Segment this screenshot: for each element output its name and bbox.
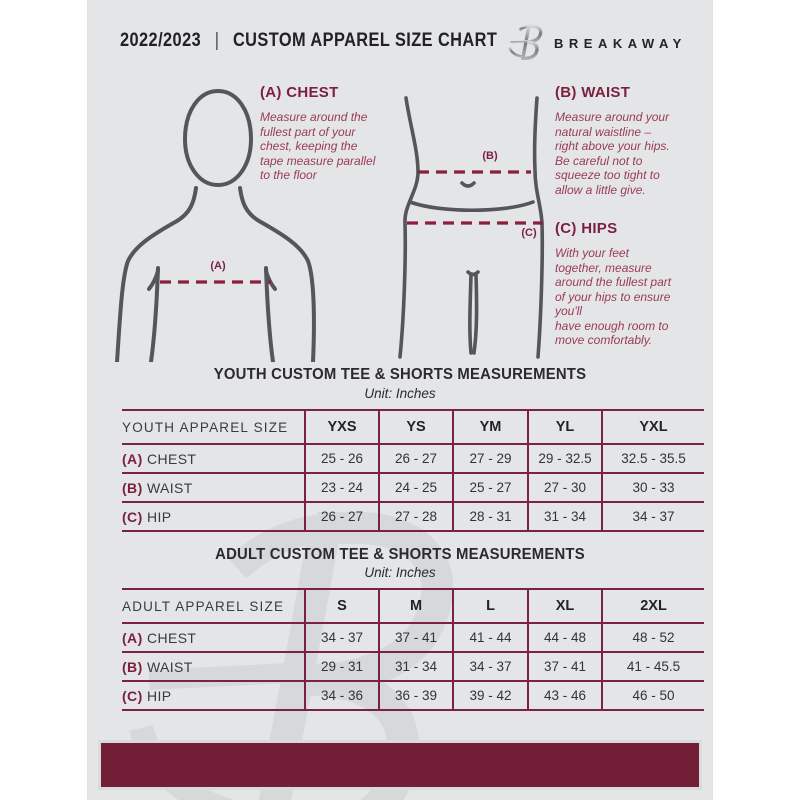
youth-unit-label: Unit: Inches bbox=[364, 386, 436, 401]
chest-marker-label: (A) bbox=[210, 260, 226, 272]
hips-instructions: With your feet together, measure around … bbox=[555, 246, 672, 347]
table-cell: 41 - 44 bbox=[452, 623, 528, 652]
youth-size-table: YOUTH APPAREL SIZE YXS YS YM YL YXL (A) … bbox=[122, 409, 704, 532]
size-col-ys: YS bbox=[378, 410, 453, 444]
size-col-m: M bbox=[378, 589, 453, 623]
table-cell: 25 - 26 bbox=[304, 444, 379, 473]
youth-chest-row: (A) CHEST 25 - 26 26 - 27 27 - 29 29 - 3… bbox=[122, 444, 704, 473]
chest-heading: (A) CHEST bbox=[260, 84, 339, 101]
table-cell: 31 - 34 bbox=[378, 652, 453, 681]
title-label: CUSTOM APPAREL SIZE CHART bbox=[232, 30, 498, 51]
adult-size-table: ADULT APPAREL SIZE S M L XL 2XL (A) CHES… bbox=[122, 588, 704, 711]
size-col-l: L bbox=[452, 589, 528, 623]
youth-header-row: YOUTH APPAREL SIZE YXS YS YM YL YXL bbox=[122, 410, 704, 444]
hips-heading: (C) HIPS bbox=[555, 220, 618, 237]
adult-unit-label: Unit: Inches bbox=[364, 565, 436, 580]
table-cell: 41 - 45.5 bbox=[601, 652, 704, 681]
table-cell: 43 - 46 bbox=[527, 681, 602, 710]
table-cell: 48 - 52 bbox=[601, 623, 704, 652]
waist-marker-label: (B) bbox=[482, 150, 498, 162]
size-col-ym: YM bbox=[452, 410, 528, 444]
lower-torso-diagram bbox=[398, 96, 545, 359]
waist-heading: (B) WAIST bbox=[555, 84, 631, 101]
title-divider: | bbox=[214, 30, 220, 51]
table-cell: 27 - 30 bbox=[527, 473, 602, 502]
row-prefix: (C) bbox=[122, 508, 143, 525]
table-cell: 34 - 37 bbox=[452, 652, 528, 681]
row-prefix: (B) bbox=[122, 479, 143, 496]
table-cell: 37 - 41 bbox=[527, 652, 602, 681]
size-col-yxs: YXS bbox=[304, 410, 379, 444]
table-cell: 34 - 37 bbox=[601, 502, 704, 531]
adult-hip-row: (C) HIP 34 - 36 36 - 39 39 - 42 43 - 46 … bbox=[122, 681, 704, 710]
table-cell: 29 - 31 bbox=[304, 652, 379, 681]
size-col-s: S bbox=[304, 589, 379, 623]
row-label: HIP bbox=[146, 687, 172, 704]
adult-size-label: ADULT APPAREL SIZE bbox=[122, 598, 285, 614]
table-cell: 24 - 25 bbox=[378, 473, 453, 502]
row-prefix: (B) bbox=[122, 658, 143, 675]
table-cell: 34 - 36 bbox=[304, 681, 379, 710]
table-cell: 46 - 50 bbox=[601, 681, 704, 710]
row-label: WAIST bbox=[146, 658, 193, 675]
upper-torso-diagram bbox=[115, 88, 316, 362]
adult-table-title: ADULT CUSTOM TEE & SHORTS MEASUREMENTS bbox=[215, 546, 585, 563]
table-cell: 36 - 39 bbox=[378, 681, 453, 710]
row-label: CHEST bbox=[146, 450, 197, 467]
table-cell: 26 - 27 bbox=[304, 502, 379, 531]
table-cell: 27 - 28 bbox=[378, 502, 453, 531]
table-cell: 27 - 29 bbox=[452, 444, 528, 473]
table-cell: 30 - 33 bbox=[601, 473, 704, 502]
row-label: HIP bbox=[146, 508, 172, 525]
footer-accent-bar bbox=[98, 740, 702, 790]
table-cell: 31 - 34 bbox=[527, 502, 602, 531]
table-cell: 26 - 27 bbox=[378, 444, 453, 473]
table-cell: 34 - 37 bbox=[304, 623, 379, 652]
row-label: WAIST bbox=[146, 479, 193, 496]
waist-instructions: Measure around your natural waistline – … bbox=[555, 110, 670, 197]
youth-size-label: YOUTH APPAREL SIZE bbox=[122, 419, 289, 435]
table-cell: 37 - 41 bbox=[378, 623, 453, 652]
table-cell: 29 - 32.5 bbox=[527, 444, 602, 473]
table-cell: 44 - 48 bbox=[527, 623, 602, 652]
youth-table-title: YOUTH CUSTOM TEE & SHORTS MEASUREMENTS bbox=[213, 366, 587, 383]
adult-header-row: ADULT APPAREL SIZE S M L XL 2XL bbox=[122, 589, 704, 623]
chest-instructions: Measure around the fullest part of your … bbox=[260, 110, 376, 182]
table-cell: 39 - 42 bbox=[452, 681, 528, 710]
youth-waist-row: (B) WAIST 23 - 24 24 - 25 25 - 27 27 - 3… bbox=[122, 473, 704, 502]
document-sheet: 2022/2023 | CUSTOM APPAREL SIZE CHART BR… bbox=[87, 0, 713, 800]
brand-b-logo-icon bbox=[507, 20, 549, 64]
adult-chest-row: (A) CHEST 34 - 37 37 - 41 41 - 44 44 - 4… bbox=[122, 623, 704, 652]
row-prefix: (A) bbox=[122, 629, 143, 646]
row-prefix: (A) bbox=[122, 450, 143, 467]
hip-marker-label: (C) bbox=[521, 227, 537, 239]
size-col-yxl: YXL bbox=[601, 410, 704, 444]
table-cell: 25 - 27 bbox=[452, 473, 528, 502]
page-title: 2022/2023 | CUSTOM APPAREL SIZE CHART bbox=[120, 30, 497, 52]
row-label: CHEST bbox=[146, 629, 197, 646]
youth-hip-row: (C) HIP 26 - 27 27 - 28 28 - 31 31 - 34 … bbox=[122, 502, 704, 531]
adult-waist-row: (B) WAIST 29 - 31 31 - 34 34 - 37 37 - 4… bbox=[122, 652, 704, 681]
brand-name: BREAKAWAY bbox=[554, 36, 687, 51]
size-col-2xl: 2XL bbox=[601, 589, 704, 623]
table-cell: 23 - 24 bbox=[304, 473, 379, 502]
size-col-yl: YL bbox=[527, 410, 602, 444]
table-cell: 28 - 31 bbox=[452, 502, 528, 531]
row-prefix: (C) bbox=[122, 687, 143, 704]
size-col-xl: XL bbox=[527, 589, 602, 623]
table-cell: 32.5 - 35.5 bbox=[601, 444, 704, 473]
season-label: 2022/2023 bbox=[120, 30, 202, 51]
